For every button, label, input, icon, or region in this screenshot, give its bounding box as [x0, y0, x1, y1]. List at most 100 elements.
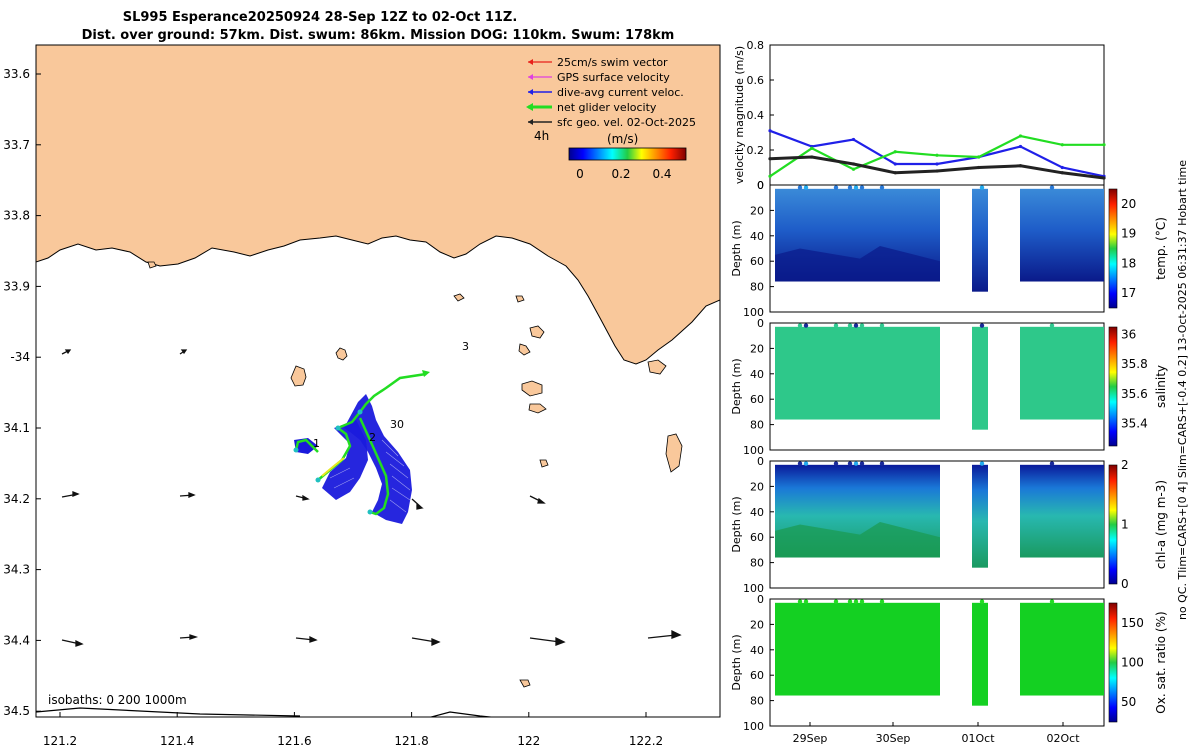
- geo-arrowhead: [72, 491, 80, 497]
- legend-swim: 25cm/s swim vector: [528, 56, 668, 69]
- geo-arrowhead: [416, 503, 424, 510]
- chlorophyll-surface-point: [1049, 461, 1055, 466]
- salinity-colorbar: [1108, 326, 1118, 447]
- temperature-surface-point: [853, 185, 859, 190]
- velocity-point: [977, 165, 981, 170]
- velocity-point: [893, 171, 897, 175]
- hatch-line: [391, 487, 411, 501]
- salinity-surface-point: [803, 323, 809, 328]
- velocity-series: [768, 129, 1106, 180]
- geo-arrowhead: [302, 494, 310, 501]
- time-tick-label: 30Sep: [876, 732, 911, 745]
- oxygen-ytick-label: 20: [750, 618, 764, 631]
- hatch-line: [385, 451, 405, 467]
- salinity-ytick-label: 60: [750, 393, 764, 406]
- salinity-ytick-label: 20: [750, 342, 764, 355]
- chlorophyll-surface-point: [847, 461, 853, 466]
- lat-tick-label: 34.2: [3, 492, 30, 506]
- track-waypoint: [335, 425, 341, 431]
- temperature-ylabel: Depth (m): [730, 220, 743, 276]
- time-tick-label: 02Oct: [1046, 732, 1080, 745]
- legend-swim-label: 25cm/s swim vector: [557, 56, 668, 69]
- dive-current-band: [322, 420, 368, 500]
- temperature-surface-point: [879, 185, 885, 190]
- island: [521, 380, 543, 397]
- chlorophyll-ytick-label: 60: [750, 531, 764, 544]
- velocity-ytick-label: 0.8: [747, 39, 765, 52]
- track-waypoint: [315, 477, 321, 483]
- lat-tick-label: 34.1: [3, 421, 30, 435]
- interval-label: 4h: [534, 129, 549, 143]
- salinity-surface-point: [853, 323, 859, 328]
- velocity-ytick-label: 0.6: [747, 74, 765, 87]
- oxygen-ytick-label: 100: [743, 720, 764, 733]
- geo-arrowhead: [189, 634, 199, 640]
- oxygen-surface-point: [853, 599, 859, 604]
- velocity-point: [810, 146, 814, 150]
- island: [335, 347, 348, 361]
- chlorophyll-surface-point: [803, 461, 809, 466]
- velocity-point: [1018, 144, 1023, 149]
- velocity-ytick-label: 0: [757, 179, 764, 192]
- velocity-ytick-label: 0.4: [747, 109, 765, 122]
- speed-colorbar-tick-label: 0.2: [611, 167, 630, 181]
- chlorophyll-surface-point: [833, 461, 839, 466]
- chlorophyll-colorbar-tick-label: 2: [1121, 458, 1129, 472]
- hatch-line: [333, 477, 355, 489]
- velocity-point: [1102, 176, 1106, 180]
- hatch-line: [329, 467, 351, 479]
- oxygen-surface-point: [879, 599, 885, 604]
- speed-colorbar-tick-label: 0: [576, 167, 584, 181]
- chlorophyll-deep-layer: [775, 521, 940, 558]
- oxygen-surface-point: [833, 599, 839, 604]
- temperature-ytick-label: 100: [743, 306, 764, 319]
- glider-path-day1: [294, 438, 319, 453]
- island: [665, 433, 683, 473]
- isobath-lines: [36, 707, 497, 717]
- velocity-point: [810, 155, 814, 159]
- track-waypoint: [357, 409, 363, 415]
- velocity-point: [1018, 134, 1023, 138]
- geo-arrowhead: [75, 639, 84, 647]
- temperature-surface-point: [1049, 185, 1055, 190]
- day-label-30: 30: [390, 418, 404, 431]
- isobath-line: [428, 711, 497, 717]
- day-label-1: 1: [313, 437, 320, 450]
- lat-tick-label: -34: [10, 350, 30, 364]
- title-line-1: SL995 Esperance20250924 28-Sep 12Z to 02…: [123, 10, 518, 25]
- salinity-data-section: [1020, 326, 1104, 420]
- profile-panel-chlorophyll: 0 20 40 60 80 100 Depth (m) 2 1 0 chl-a (mg m-3): [730, 455, 1168, 595]
- lon-tick-label: 121.8: [394, 734, 428, 748]
- lon-tick-label: 121.4: [160, 734, 194, 748]
- oxygen-surface-point: [979, 599, 985, 604]
- salinity-data-section: [775, 326, 940, 420]
- temperature-ytick-label: 60: [750, 255, 764, 268]
- salinity-surface-point: [979, 323, 985, 328]
- chlorophyll-colorbar: [1108, 464, 1118, 585]
- glider-track: 1 2 30 3: [293, 340, 469, 524]
- legend-dive-arrowhead: [528, 89, 533, 95]
- island: [290, 365, 307, 387]
- temperature-deep-layer: [775, 245, 940, 282]
- salinity-data-section: [972, 326, 988, 430]
- hatch-line: [389, 463, 409, 479]
- isobath-line: [36, 707, 301, 717]
- legend-gps: GPS surface velocity: [528, 71, 670, 84]
- chlorophyll-data-section: [972, 464, 988, 568]
- time-tick-label: 29Sep: [793, 732, 828, 745]
- processing-note: no QC. Tlim=CARS+[0 4] Slim=CARS+[-0.4 0…: [1176, 160, 1189, 620]
- map-panel: 33.633.733.833.9-3434.134.234.334.434.5 …: [3, 44, 721, 748]
- isobaths-label: isobaths: 0 200 1000m: [48, 693, 187, 707]
- chlorophyll-surface-point: [879, 461, 885, 466]
- velocity-point: [977, 155, 981, 159]
- temperature-colorbar-tick-label: 19: [1121, 227, 1136, 241]
- geo-arrow: [647, 634, 677, 639]
- glider-path-yellow-segment: [321, 457, 345, 477]
- oxygen-ytick-label: 0: [757, 593, 764, 606]
- oxygen-colorbar-tick-label: 100: [1121, 656, 1144, 670]
- temperature-ytick-label: 40: [750, 230, 764, 243]
- temperature-surface-point: [979, 185, 985, 190]
- salinity-surface-point: [859, 323, 865, 328]
- oxygen-colorbar-tick-label: 50: [1121, 695, 1136, 709]
- temperature-surface-point: [847, 185, 853, 190]
